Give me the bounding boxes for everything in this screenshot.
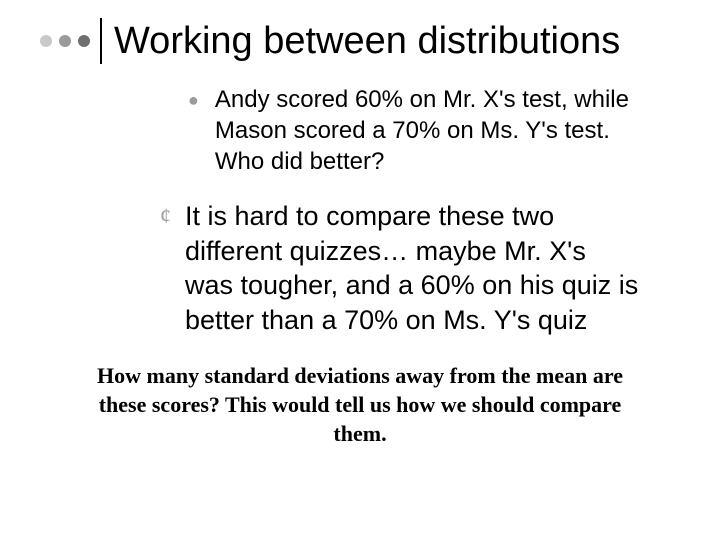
bullet-level-1: ● Andy scored 60% on Mr. X's test, while…: [160, 84, 640, 178]
bullet-marker-disc-icon: ●: [188, 84, 199, 178]
bullet-2-text: It is hard to compare these two differen…: [185, 199, 640, 337]
slide-container: Working between distributions ● Andy sco…: [0, 0, 720, 540]
bullet-marker-cent-icon: ¢: [160, 199, 171, 337]
bullet-1-text: Andy scored 60% on Mr. X's test, while M…: [215, 84, 640, 178]
dot-1: [40, 35, 52, 47]
footer-question: How many standard deviations away from t…: [40, 362, 680, 448]
dot-2: [59, 35, 71, 47]
dot-3: [78, 35, 90, 47]
decorative-dots: [40, 18, 100, 64]
slide-title: Working between distributions: [114, 18, 620, 64]
vertical-divider: [100, 18, 102, 64]
bullet-level-2: ¢ It is hard to compare these two differ…: [160, 199, 640, 337]
header-row: Working between distributions: [40, 18, 680, 64]
content-area: ● Andy scored 60% on Mr. X's test, while…: [40, 84, 680, 338]
